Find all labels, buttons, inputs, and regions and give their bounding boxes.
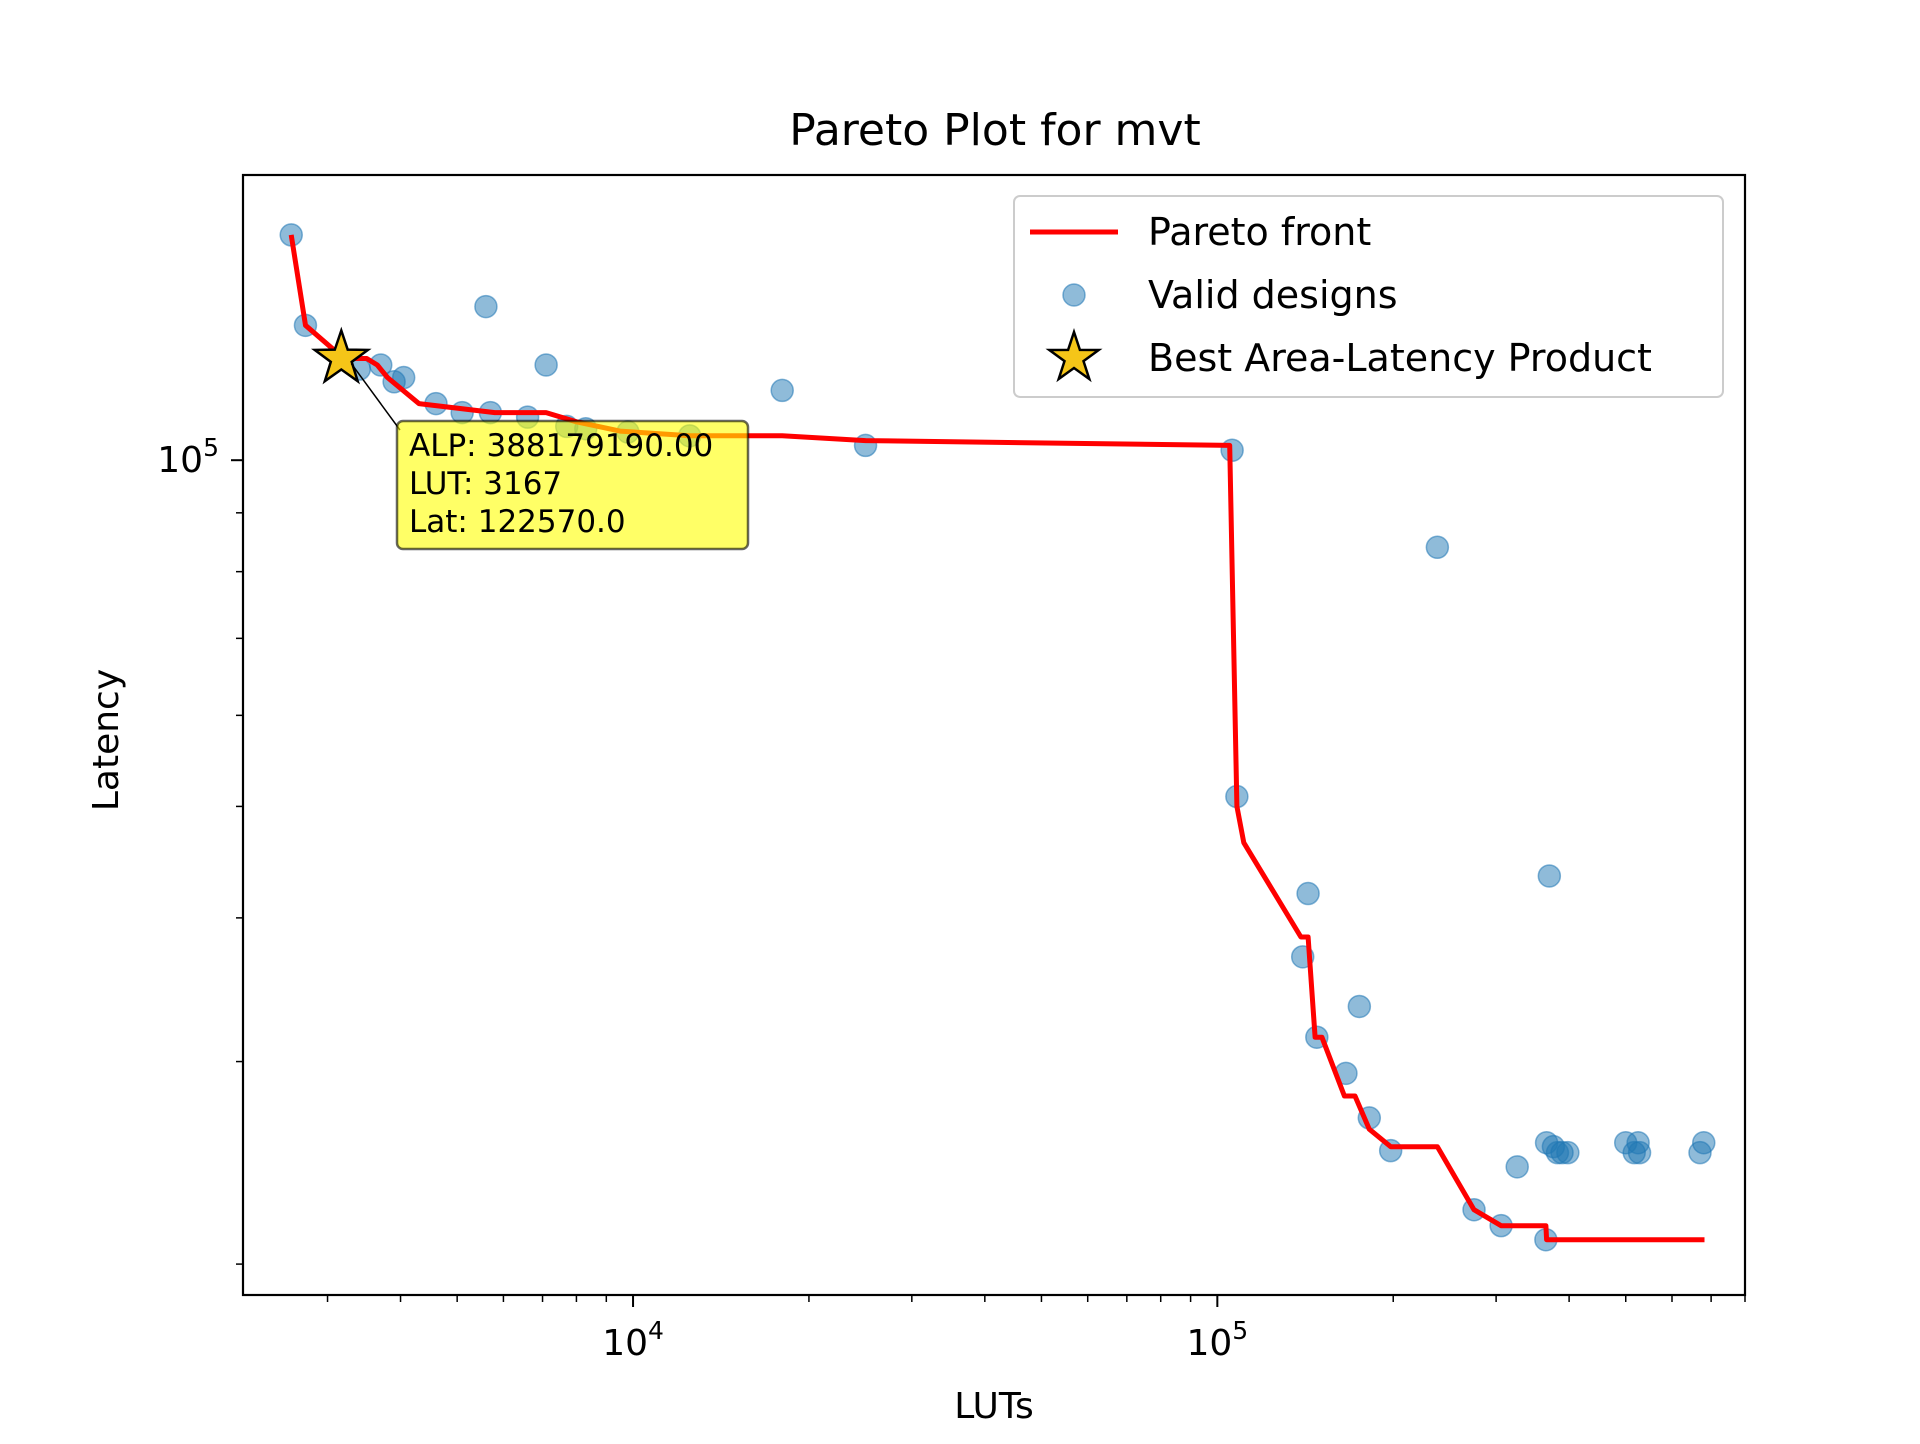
design-point	[1692, 1130, 1716, 1155]
y-tick-label: 105	[157, 433, 219, 481]
design-point	[1347, 994, 1372, 1019]
x-axis-label: LUTs	[954, 1386, 1033, 1427]
legend-dot-swatch	[1062, 283, 1086, 307]
annotation-line: ALP: 388179190.00	[409, 428, 713, 464]
legend-entry: Valid designs	[1148, 273, 1398, 317]
x-tick-label: 105	[1186, 1316, 1248, 1364]
legend-box	[1013, 195, 1724, 398]
design-point	[1550, 1140, 1574, 1165]
design-point	[770, 378, 794, 403]
design-point	[474, 294, 498, 319]
design-point	[1425, 535, 1450, 560]
annotation-line: LUT: 3167	[409, 466, 562, 502]
legend-entry: Pareto front	[1148, 210, 1371, 254]
pareto-front-line	[288, 234, 1705, 1243]
design-point	[1296, 881, 1320, 906]
legend-star-swatch	[1045, 328, 1103, 383]
annotation-pointer	[350, 363, 401, 431]
annotation-box	[395, 419, 750, 551]
chart-title: Pareto Plot for mvt	[789, 105, 1200, 156]
legend: Pareto front Valid designs Best Area-Laten…	[1013, 195, 1724, 398]
best-point-star	[311, 326, 372, 385]
design-point	[1537, 864, 1562, 888]
axes: 104 105 105	[157, 433, 1746, 1364]
x-tick-label: 104	[602, 1316, 664, 1364]
design-point	[1505, 1155, 1529, 1179]
plot-frame	[241, 173, 1747, 1297]
legend-entry: Best Area-Latency Product	[1148, 336, 1652, 380]
design-point	[534, 353, 558, 377]
y-axis-label: Latency	[86, 669, 127, 811]
plot-area	[279, 223, 1716, 1252]
design-point	[1626, 1130, 1650, 1155]
annotation-line: Lat: 122570.0	[409, 504, 626, 540]
